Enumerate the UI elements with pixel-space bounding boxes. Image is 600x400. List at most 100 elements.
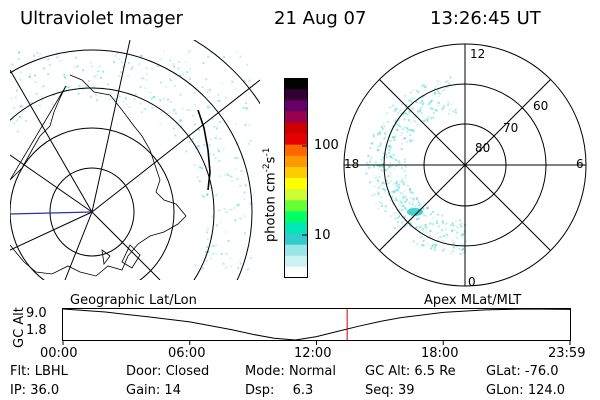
- aurora-pixel: [420, 85, 423, 88]
- aurora-pixel: [116, 52, 119, 55]
- aurora-pixel: [399, 200, 402, 203]
- aurora-pixel: [421, 225, 424, 228]
- aurora-pixel: [205, 78, 208, 81]
- aurora-pixel: [444, 228, 447, 231]
- aurora-pixel: [28, 75, 31, 78]
- aurora-pixel: [372, 174, 375, 177]
- aurora-pixel: [446, 80, 449, 83]
- aurora-pixel: [426, 118, 429, 121]
- aurora-pixel: [215, 194, 218, 197]
- aurora-pixel: [368, 166, 371, 169]
- aurora-pixel: [145, 72, 148, 75]
- aurora-pixel: [377, 132, 379, 135]
- aurora-pixel: [404, 215, 407, 218]
- aurora-pixel: [413, 129, 415, 132]
- aurora-pixel: [395, 165, 398, 167]
- aurora-pixel: [409, 188, 412, 191]
- aurora-pixel: [396, 129, 399, 132]
- aurora-pixel: [224, 231, 227, 234]
- aurora-pixel: [170, 79, 173, 82]
- aurora-pixel: [201, 167, 204, 170]
- aurora-pixel: [406, 184, 409, 187]
- aurora-pixel: [429, 222, 432, 224]
- aurora-pixel: [366, 163, 369, 165]
- aurora-pixel: [192, 114, 195, 117]
- aurora-pixel: [389, 139, 392, 142]
- aurora-pixel: [163, 109, 166, 112]
- aurora-pixel: [244, 123, 247, 126]
- aurora-pixel: [422, 85, 425, 88]
- aurora-pixel: [430, 117, 433, 120]
- status-dsp: Dsp: 6.3: [245, 383, 314, 398]
- aurora-pixel: [230, 179, 233, 182]
- aurora-pixel: [201, 86, 204, 88]
- aurora-pixel: [245, 102, 247, 105]
- aurora-pixel: [459, 253, 462, 256]
- aurora-pixel: [439, 236, 442, 238]
- colorbar-band: [284, 200, 308, 212]
- aurora-pixel: [389, 215, 392, 218]
- aurora-pixel: [234, 168, 237, 171]
- aurora-pixel: [393, 167, 396, 170]
- aurora-pixel: [452, 110, 455, 113]
- aurora-pixel: [399, 125, 402, 128]
- aurora-pixel: [449, 76, 452, 79]
- aurora-pixel: [398, 208, 401, 211]
- aurora-pixel: [419, 101, 422, 104]
- aurora-pixel: [434, 92, 436, 95]
- aurora-pixel: [462, 232, 464, 235]
- aurora-pixel: [215, 244, 218, 247]
- aurora-pixel: [395, 123, 398, 126]
- aurora-pixel: [415, 115, 418, 117]
- aurora-pixel: [384, 132, 387, 135]
- aurora-pixel: [371, 142, 374, 145]
- aurora-pixel: [403, 137, 406, 140]
- aurora-pixel: [421, 245, 424, 248]
- aurora-pixel: [63, 73, 66, 76]
- aurora-pixel: [13, 107, 16, 110]
- aurora-pixel: [366, 153, 369, 156]
- aurora-pixel: [425, 231, 428, 234]
- aurora-pixel: [418, 217, 421, 220]
- aurora-pixel: [429, 100, 432, 103]
- aurora-pixel: [402, 128, 405, 131]
- aurora-pixel: [398, 118, 401, 121]
- aurora-pixel: [87, 80, 90, 83]
- aurora-pixel: [450, 229, 453, 232]
- aurora-pixel: [151, 68, 154, 71]
- aurora-pixel: [197, 145, 200, 147]
- aurora-pixel: [385, 112, 388, 115]
- aurora-pixel: [416, 243, 419, 246]
- aurora-pixel: [39, 53, 42, 55]
- aurora-pixel: [422, 228, 424, 231]
- aurora-pixel: [67, 86, 70, 89]
- aurora-pixel: [59, 60, 62, 62]
- aurora-pixel: [441, 229, 444, 231]
- aurora-pixel: [431, 245, 434, 248]
- status-ip: IP: 36.0: [10, 383, 60, 398]
- aurora-pixel: [235, 51, 238, 54]
- aurora-pixel: [391, 196, 393, 199]
- aurora-pixel: [151, 67, 154, 70]
- aurora-pixel: [179, 119, 182, 122]
- aurora-pixel: [436, 89, 439, 92]
- aurora-pixel: [385, 153, 388, 156]
- aurora-pixel: [18, 115, 21, 118]
- aurora-pixel: [97, 70, 100, 73]
- aurora-pixel: [437, 80, 440, 83]
- aurora-pixel: [218, 100, 221, 103]
- aurora-pixel: [56, 56, 59, 59]
- aurora-pixel: [395, 108, 398, 110]
- aurora-pixel: [427, 118, 429, 121]
- aurora-pixel: [203, 143, 206, 146]
- aurora-pixel: [394, 182, 397, 185]
- polar-mlt-plot: 12 18 6 0 60 70 80: [343, 43, 587, 289]
- aurora-pixel: [65, 86, 68, 88]
- colorbar-band: [284, 266, 308, 278]
- aurora-pixel: [215, 127, 218, 130]
- aurora-pixel: [75, 56, 78, 59]
- aurora-pixel: [179, 74, 182, 77]
- aurora-pixel: [442, 248, 445, 251]
- aurora-pixel: [432, 210, 434, 213]
- status-mode: Mode: Normal: [245, 364, 336, 379]
